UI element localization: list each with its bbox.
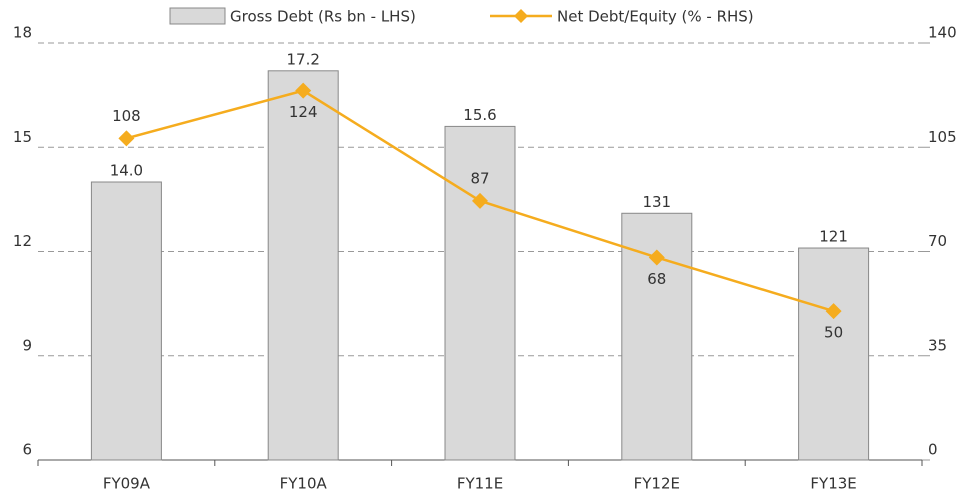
line-label: 87 — [470, 169, 489, 187]
x-tick-label: FY13E — [810, 475, 856, 493]
x-tick-label: FY12E — [634, 475, 680, 493]
line-marker — [472, 192, 488, 209]
y-tick-label: 12 — [13, 232, 32, 250]
legend-swatch — [169, 7, 226, 25]
line-label: 68 — [647, 270, 666, 288]
bar — [798, 247, 870, 461]
y2-tick-label: 35 — [928, 336, 947, 354]
bar — [444, 125, 516, 461]
line-marker — [648, 249, 665, 266]
bar — [267, 70, 339, 461]
y-tick-label: 9 — [22, 336, 32, 354]
y2-tick-label: 140 — [928, 24, 957, 42]
bar-label: 14.0 — [110, 162, 143, 180]
legend-marker — [514, 9, 528, 23]
y-tick-label: 18 — [13, 24, 32, 42]
line-marker — [118, 130, 135, 147]
bar — [90, 181, 162, 461]
line-label: 50 — [824, 324, 843, 342]
line-label: 108 — [112, 107, 141, 125]
x-tick-label: FY09A — [103, 475, 151, 493]
legend-label: Gross Debt (Rs bn - LHS) — [230, 8, 416, 26]
line-marker — [295, 82, 312, 99]
y2-tick-label: 0 — [928, 441, 938, 459]
y-tick-label: 6 — [22, 441, 32, 459]
y2-tick-label: 70 — [928, 232, 947, 250]
bar-label: 17.2 — [286, 50, 319, 68]
y2-tick-label: 105 — [928, 128, 957, 146]
y-tick-label: 15 — [13, 128, 32, 146]
line-label: 124 — [289, 103, 318, 121]
bar-label: 15.6 — [463, 106, 496, 124]
legend-label: Net Debt/Equity (% - RHS) — [557, 8, 754, 26]
bar-label: 121 — [819, 228, 848, 246]
x-tick-label: FY11E — [457, 475, 503, 493]
line-marker — [825, 303, 842, 320]
bar-label: 131 — [642, 193, 671, 211]
x-tick-label: FY10A — [280, 475, 328, 493]
